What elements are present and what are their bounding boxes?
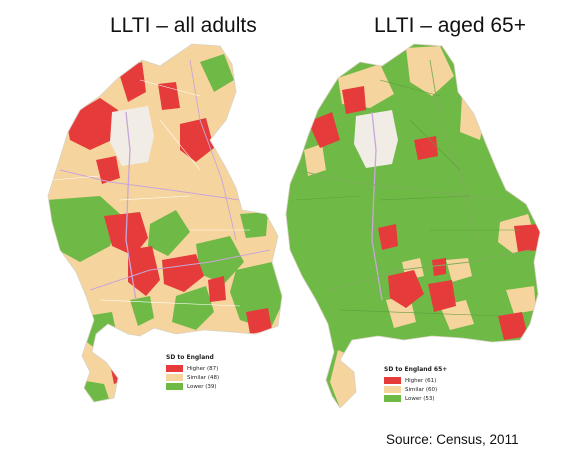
region-higher [432,258,446,276]
region-lower [130,296,154,326]
legend-item-lower: Lower (39) [166,382,219,391]
legend-swatch-higher [166,365,183,372]
region-higher [246,308,272,334]
region-lower [148,210,190,256]
map-all-adults [47,43,283,403]
region-higher [128,246,160,296]
urban-area [110,106,154,166]
region-higher [96,156,120,184]
legend-swatch-lower [166,383,183,390]
ward-boundary [295,79,520,317]
region-higher [342,86,366,114]
legend-title: SD to England 65+ [384,366,448,373]
legend-aged-65-plus: SD to England 65+ Higher (61) Similar (6… [384,366,447,403]
legend-item-similar: Similar (48) [166,373,219,382]
region-similar [304,144,326,176]
source-note: Source: Census, 2011 [386,432,519,447]
region-higher [388,270,424,308]
road [189,59,237,241]
legend-item-higher: Higher (87) [166,364,219,373]
urban-area [354,110,398,168]
region-lower [48,196,120,262]
legend-label: Similar (48) [187,374,220,381]
region-higher [180,118,214,162]
road [125,111,137,301]
map-title-all-adults: LLTI – all adults [110,14,257,37]
road [89,249,271,291]
legend-label: Higher (61) [405,377,437,384]
region-higher [308,112,340,148]
legend-swatch-higher [384,377,401,384]
region-higher [428,280,456,312]
legend-item-higher: Higher (61) [384,376,447,385]
legend-swatch-similar [384,386,401,393]
region-higher [498,312,528,340]
region-lower [230,262,282,330]
legend-all-adults: SD to England Higher (87) Similar (48) L… [166,354,219,391]
legend-item-similar: Similar (60) [384,385,447,394]
map-aged-65-plus [285,43,541,409]
road [371,111,383,301]
road [329,249,531,291]
legend-label: Lower (39) [187,383,217,390]
region-similar [406,46,454,96]
legend-swatch-lower [384,395,401,402]
legend-swatch-similar [166,374,183,381]
legend-label: Lower (53) [405,395,435,402]
region-lower [240,212,268,238]
region-similar [460,96,484,140]
road [429,59,477,241]
region-lower [200,54,234,92]
region-similar [506,286,536,314]
region-higher [514,224,540,252]
road [295,169,501,201]
ward-boundary [51,79,250,307]
region-lower [172,286,214,330]
legend-title: SD to England [166,354,214,361]
map-title-aged-65-plus: LLTI – aged 65+ [374,14,526,37]
region-higher [208,276,226,302]
region-higher [162,254,204,292]
road [59,169,241,201]
legend-label: Similar (60) [405,386,438,393]
legend-label: Higher (87) [187,365,219,372]
region-higher [378,224,398,250]
region-higher [414,136,438,160]
legend-item-lower: Lower (53) [384,394,447,403]
